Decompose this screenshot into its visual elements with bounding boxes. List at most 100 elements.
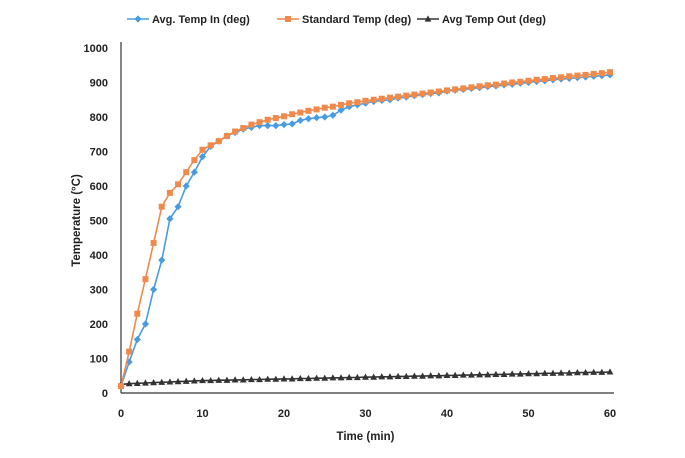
legend-marker bbox=[285, 16, 291, 22]
data-point bbox=[182, 377, 190, 384]
data-point bbox=[590, 368, 598, 375]
data-point bbox=[158, 256, 166, 264]
data-point bbox=[402, 372, 410, 380]
data-point bbox=[574, 369, 581, 376]
data-point bbox=[451, 371, 459, 379]
data-point bbox=[378, 373, 386, 380]
data-point bbox=[296, 374, 304, 382]
legend-item: Avg. Temp In (deg) bbox=[127, 14, 250, 26]
data-point bbox=[501, 80, 508, 87]
data-point bbox=[232, 128, 239, 135]
data-point bbox=[566, 73, 573, 80]
y-tick-label: 300 bbox=[90, 285, 108, 297]
data-point bbox=[182, 182, 190, 190]
legend-label: Avg Temp Out (deg) bbox=[442, 14, 546, 26]
data-point bbox=[386, 94, 393, 101]
data-point bbox=[256, 375, 263, 383]
data-point bbox=[549, 75, 556, 82]
series-line bbox=[120, 74, 611, 387]
data-point bbox=[558, 74, 565, 81]
data-point bbox=[460, 85, 467, 92]
data-point bbox=[394, 372, 402, 380]
data-point bbox=[215, 138, 222, 145]
data-point bbox=[321, 374, 329, 381]
data-point bbox=[606, 368, 614, 375]
data-point bbox=[329, 103, 336, 110]
series-standard-temp bbox=[118, 69, 613, 390]
data-point bbox=[191, 157, 198, 164]
y-tick-label: 100 bbox=[90, 354, 108, 366]
x-tick-label: 40 bbox=[441, 408, 453, 420]
data-point bbox=[190, 377, 198, 384]
data-point bbox=[264, 122, 272, 130]
data-point bbox=[207, 142, 214, 149]
data-point bbox=[411, 372, 418, 379]
data-point bbox=[500, 370, 508, 377]
data-point bbox=[313, 374, 320, 381]
data-point bbox=[272, 115, 279, 122]
data-point bbox=[166, 378, 174, 385]
data-point bbox=[158, 378, 166, 385]
data-point bbox=[281, 113, 287, 120]
x-tick-labels: 0 10 20 30 40 50 60 bbox=[118, 408, 616, 420]
data-point bbox=[305, 107, 312, 114]
y-tick-label: 800 bbox=[90, 112, 108, 124]
data-point bbox=[541, 369, 549, 376]
data-point bbox=[297, 109, 304, 116]
data-point bbox=[598, 368, 606, 375]
data-point bbox=[516, 370, 524, 377]
data-point bbox=[476, 371, 483, 378]
data-point bbox=[289, 111, 296, 118]
data-point bbox=[525, 370, 532, 377]
data-point bbox=[509, 79, 516, 86]
data-point bbox=[338, 101, 345, 108]
data-point bbox=[288, 375, 296, 382]
data-point bbox=[288, 120, 296, 128]
data-point bbox=[378, 95, 385, 102]
data-point bbox=[370, 96, 377, 103]
data-point bbox=[345, 373, 353, 381]
data-point bbox=[118, 383, 124, 390]
data-point bbox=[444, 87, 450, 94]
x-tick-label: 0 bbox=[118, 408, 124, 420]
data-point bbox=[354, 99, 361, 106]
legend-marker bbox=[134, 15, 142, 23]
data-point bbox=[199, 376, 206, 384]
data-point bbox=[607, 69, 613, 76]
series-avg-temp-in bbox=[117, 71, 614, 390]
data-point bbox=[158, 203, 165, 210]
x-tick-label: 20 bbox=[278, 408, 290, 420]
data-point bbox=[517, 78, 524, 85]
legend-item: Standard Temp (deg) bbox=[277, 14, 412, 26]
data-point bbox=[370, 373, 378, 380]
data-point bbox=[395, 93, 402, 100]
x-tick-label: 30 bbox=[359, 408, 371, 420]
data-point bbox=[346, 100, 353, 107]
data-point bbox=[223, 132, 230, 139]
data-point bbox=[337, 374, 345, 381]
data-point bbox=[452, 86, 459, 93]
data-point bbox=[411, 91, 418, 98]
data-point bbox=[508, 370, 516, 377]
data-point bbox=[353, 373, 361, 381]
axes bbox=[120, 42, 614, 394]
data-point bbox=[313, 114, 321, 122]
data-point bbox=[280, 375, 288, 382]
y-tick-label: 200 bbox=[90, 319, 108, 331]
data-point bbox=[468, 84, 475, 91]
y-tick-label: 900 bbox=[90, 78, 108, 90]
data-point bbox=[329, 111, 337, 119]
data-point bbox=[525, 77, 532, 84]
data-point bbox=[435, 372, 443, 379]
data-point bbox=[533, 370, 541, 377]
data-point bbox=[134, 310, 141, 317]
data-point bbox=[150, 285, 158, 294]
data-point bbox=[280, 120, 288, 129]
data-point bbox=[264, 116, 271, 123]
data-point bbox=[264, 375, 272, 382]
data-point bbox=[125, 380, 133, 387]
data-point bbox=[133, 379, 141, 386]
data-point bbox=[174, 203, 182, 211]
data-point bbox=[484, 371, 492, 378]
data-point bbox=[126, 348, 133, 355]
